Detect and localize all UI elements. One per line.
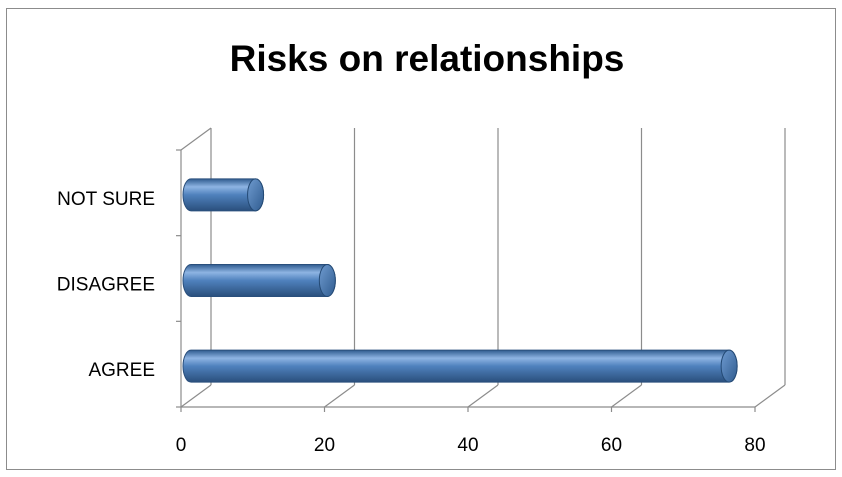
wall-floor-edge	[180, 384, 212, 408]
x-tick-label: 60	[601, 435, 622, 456]
category-label: DISAGREE	[57, 275, 155, 296]
bar-body	[182, 264, 336, 297]
wall-top-edge	[180, 127, 212, 151]
bar	[182, 178, 265, 212]
bar-cap	[720, 349, 738, 383]
bar-cap	[318, 264, 336, 297]
category-label: NOT SURE	[57, 189, 155, 210]
chart-title: Risks on relationships	[230, 38, 625, 79]
category-label: AGREE	[88, 360, 155, 381]
floor-gridline	[324, 384, 355, 408]
grid-layer	[176, 127, 786, 412]
bar-layer	[182, 178, 738, 383]
x-tick-label: 40	[457, 435, 478, 456]
label-layer: 0 20 40 60 80 NOT SURE DISAGREE AGREE	[57, 189, 766, 456]
bar	[182, 264, 336, 297]
floor-gridline	[611, 384, 642, 408]
chart-frame	[6, 8, 836, 470]
bar	[182, 349, 738, 383]
x-tick-label: 0	[176, 435, 187, 456]
x-tick-label: 20	[314, 435, 335, 456]
x-tick-label: 80	[744, 435, 765, 456]
floor-gridline	[467, 384, 499, 408]
bar-body	[182, 349, 738, 383]
floor-gridline	[754, 384, 786, 408]
bar-cap	[247, 178, 265, 212]
